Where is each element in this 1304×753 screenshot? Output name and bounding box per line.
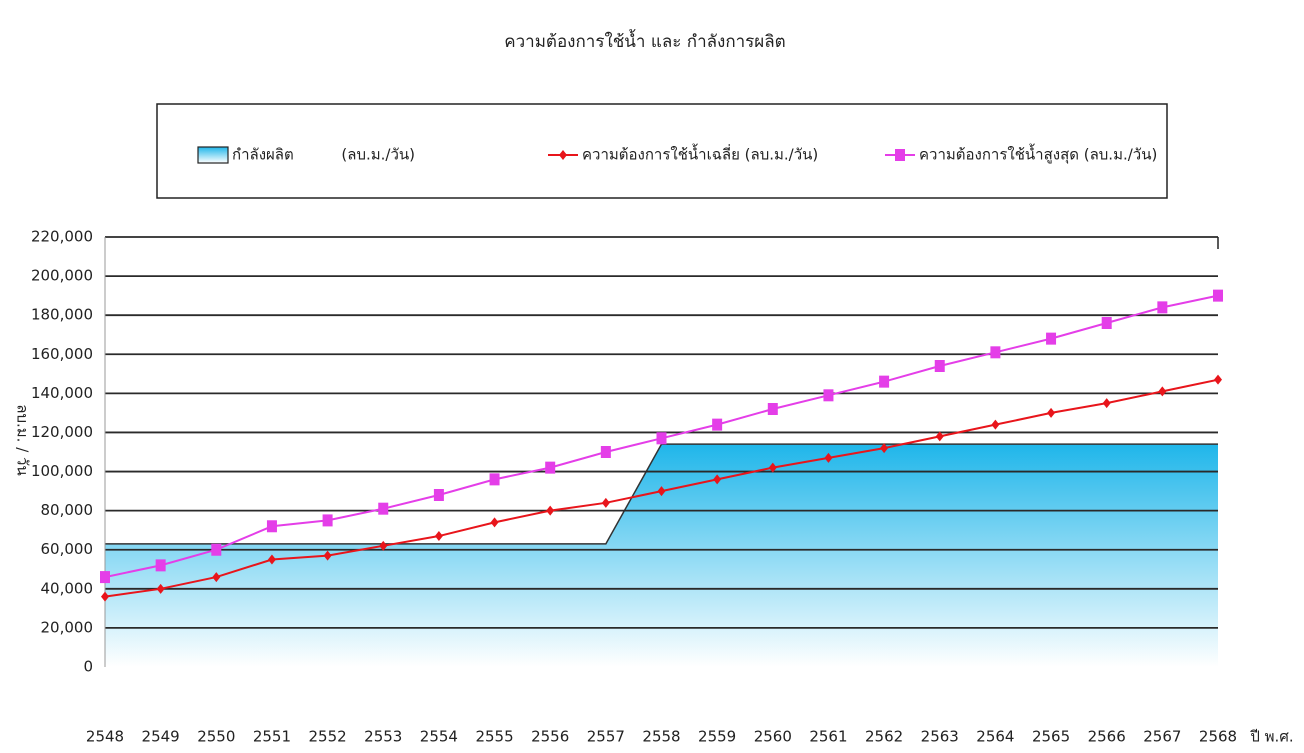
y-tick-label: 40,000 (41, 579, 94, 597)
y-tick-label: 200,000 (31, 267, 93, 285)
x-tick-label: 2555 (475, 728, 513, 746)
x-tick-label: 2558 (642, 728, 680, 746)
x-tick-label: 2565 (1032, 728, 1070, 746)
x-tick-label: 2554 (420, 728, 458, 746)
x-tick-label: 2564 (976, 728, 1014, 746)
marker (823, 389, 834, 402)
marker (824, 452, 833, 463)
marker (990, 346, 1001, 359)
x-axis-title: ปี พ.ศ. (1249, 728, 1293, 746)
legend-label: ความต้องการใช้น้ำสูงสุด (ลบ.ม./วัน) (919, 144, 1157, 165)
marker (1214, 374, 1222, 385)
legend-label: ความต้องการใช้น้ำเฉลี่ย (ลบ.ม./วัน) (582, 144, 818, 164)
marker (489, 473, 500, 486)
y-tick-label: 80,000 (41, 501, 94, 519)
marker (600, 446, 611, 458)
chart-title: ความต้องการใช้น้ำ และ กำลังการผลิต (504, 29, 785, 52)
marker (1101, 317, 1112, 329)
marker (657, 486, 666, 497)
y-tick-label: 100,000 (31, 462, 93, 480)
marker (546, 505, 555, 516)
marker (991, 419, 1000, 430)
y-tick-label: 20,000 (41, 618, 94, 636)
x-tick-label: 2563 (921, 728, 959, 746)
marker (155, 559, 166, 572)
marker (559, 150, 567, 160)
marker (879, 375, 890, 388)
x-tick-label: 2557 (587, 728, 625, 746)
marker (1157, 301, 1168, 314)
marker (266, 520, 277, 533)
y-tick-label: 180,000 (31, 306, 93, 324)
marker (322, 514, 333, 527)
x-tick-label: 2551 (253, 728, 291, 746)
x-tick-label: 2567 (1143, 728, 1181, 746)
x-tick-label: 2553 (364, 728, 402, 746)
legend-box (156, 103, 1168, 199)
marker (378, 502, 389, 515)
y-tick-label: 120,000 (31, 423, 93, 441)
marker (379, 540, 388, 551)
marker (267, 554, 276, 565)
legend-label: กำลังผลิต (ลบ.ม./วัน) (232, 146, 415, 164)
marker (101, 591, 109, 602)
x-tick-label: 2549 (142, 728, 180, 746)
marker (433, 489, 444, 501)
marker (895, 149, 905, 161)
marker (601, 497, 610, 508)
x-tick-label: 2550 (197, 728, 235, 746)
marker (434, 531, 443, 542)
marker (490, 517, 499, 528)
x-tick-label: 2568 (1199, 728, 1237, 746)
marker (156, 583, 165, 594)
marker (1046, 332, 1057, 345)
marker (712, 418, 723, 431)
marker (100, 571, 110, 584)
marker (1158, 386, 1167, 397)
marker (212, 572, 221, 583)
x-tick-label: 2562 (865, 728, 903, 746)
x-tick-label: 2548 (86, 728, 124, 746)
x-tick-label: 2561 (809, 728, 847, 746)
marker (323, 550, 332, 561)
marker (713, 474, 722, 485)
marker (880, 443, 889, 454)
marker (935, 431, 944, 442)
area (105, 444, 1218, 667)
marker (656, 432, 667, 445)
x-tick-label: 2560 (754, 728, 792, 746)
y-tick-label: 0 (83, 658, 93, 676)
y-tick-label: 160,000 (31, 345, 93, 363)
x-tick-label: 2552 (309, 728, 347, 746)
y-axis-title: ลบ.ม. / วัน (14, 404, 32, 475)
marker (1047, 407, 1056, 418)
legend-swatch (197, 146, 229, 164)
marker (545, 461, 556, 474)
marker (211, 543, 222, 556)
x-tick-label: 2559 (698, 728, 736, 746)
x-tick-label: 2566 (1088, 728, 1126, 746)
marker (768, 462, 777, 473)
marker (767, 403, 778, 415)
y-tick-label: 60,000 (41, 540, 94, 558)
x-tick-label: 2556 (531, 728, 569, 746)
marker (1213, 289, 1223, 302)
y-tick-label: 220,000 (31, 228, 93, 246)
marker (934, 360, 945, 372)
marker (1102, 398, 1111, 409)
y-tick-label: 140,000 (31, 384, 93, 402)
